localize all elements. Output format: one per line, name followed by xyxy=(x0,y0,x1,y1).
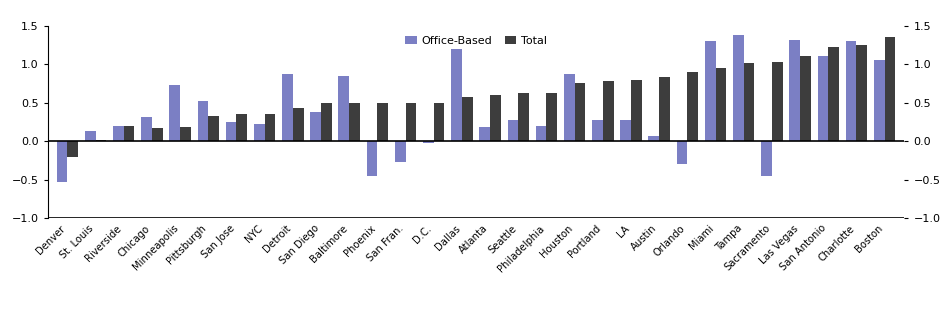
Bar xyxy=(349,103,360,141)
Bar xyxy=(434,103,445,141)
Bar xyxy=(480,127,490,141)
Bar xyxy=(762,141,772,176)
Bar xyxy=(395,141,406,162)
Bar xyxy=(828,47,839,141)
Bar xyxy=(704,41,716,141)
Bar xyxy=(603,81,613,141)
Bar xyxy=(677,141,687,164)
Bar xyxy=(423,141,434,143)
Bar xyxy=(818,56,828,141)
Bar xyxy=(293,108,304,141)
Bar xyxy=(254,124,265,141)
Bar xyxy=(845,41,857,141)
Bar xyxy=(536,126,546,141)
Bar xyxy=(152,128,163,141)
Bar xyxy=(631,80,642,141)
Legend: Office-Based, Total: Office-Based, Total xyxy=(401,31,551,50)
Bar xyxy=(564,74,575,141)
Bar xyxy=(113,126,124,141)
Bar xyxy=(546,93,557,141)
Bar xyxy=(406,103,416,141)
Bar xyxy=(800,56,811,141)
Bar xyxy=(265,114,275,141)
Bar xyxy=(621,120,631,141)
Bar xyxy=(592,120,603,141)
Bar xyxy=(733,35,744,141)
Bar xyxy=(208,116,219,141)
Bar xyxy=(339,76,349,141)
Bar xyxy=(490,95,501,141)
Bar xyxy=(659,77,670,141)
Bar xyxy=(857,45,867,141)
Bar xyxy=(282,74,293,141)
Bar xyxy=(687,72,698,141)
Bar xyxy=(507,120,518,141)
Bar xyxy=(236,114,248,141)
Bar xyxy=(884,37,896,141)
Bar xyxy=(180,126,190,141)
Bar xyxy=(141,117,152,141)
Bar xyxy=(518,93,529,141)
Bar xyxy=(367,141,377,176)
Bar xyxy=(85,131,95,141)
Bar xyxy=(772,62,783,141)
Bar xyxy=(321,103,331,141)
Bar xyxy=(575,83,585,141)
Bar xyxy=(462,97,472,141)
Bar xyxy=(744,63,754,141)
Bar xyxy=(874,60,884,141)
Bar xyxy=(124,126,134,141)
Bar xyxy=(56,141,68,182)
Bar xyxy=(226,122,236,141)
Bar xyxy=(68,141,78,157)
Bar xyxy=(310,112,321,141)
Bar xyxy=(648,136,659,141)
Bar xyxy=(789,39,800,141)
Bar xyxy=(169,85,180,141)
Bar xyxy=(95,140,107,141)
Bar xyxy=(197,101,208,141)
Bar xyxy=(451,49,462,141)
Bar xyxy=(716,68,726,141)
Bar xyxy=(377,103,388,141)
